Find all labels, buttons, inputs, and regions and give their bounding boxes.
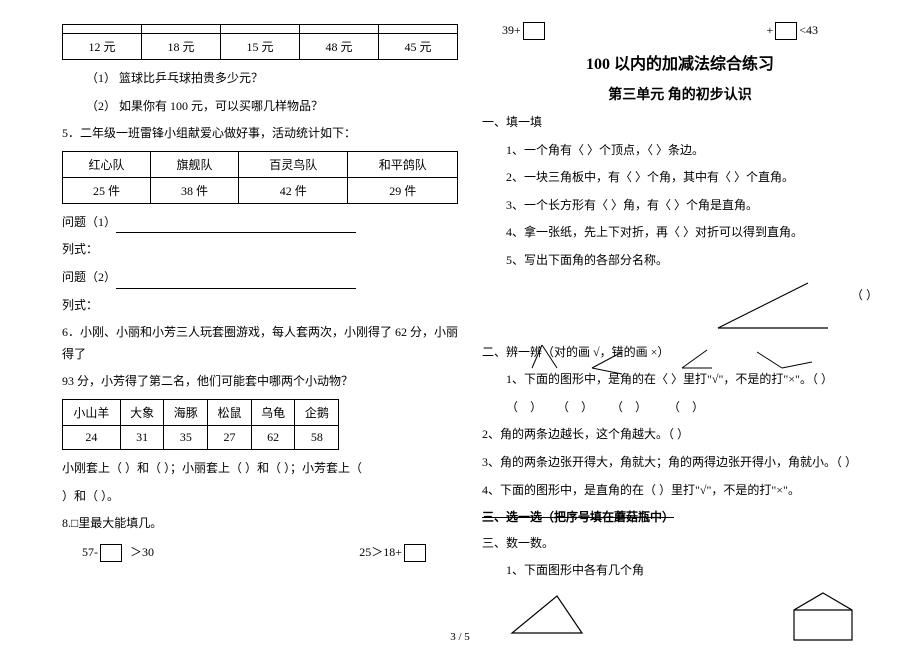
team-table: 红心队 旗舰队 百灵鸟队 和平鸽队 25 件 38 件 42 件 29 件	[62, 151, 458, 204]
s1-5: 5、写出下面角的各部分名称。	[482, 250, 878, 272]
wenti-2: 问题（2）	[62, 267, 458, 289]
s1-1: 1、一个角有〈 〉个顶点，〈 〉条边。	[482, 140, 878, 162]
animal-table: 小山羊 大象 海豚 松鼠 乌龟 企鹅 24 31 35 27 62 58	[62, 399, 339, 450]
s2-1: 1、下面的图形中，是角的在〈 〉里打"√"，不是的打"×"。（ ）	[482, 369, 878, 391]
animal-header: 松鼠	[208, 399, 252, 425]
s2-2: 2、角的两条边越长，这个角越大。（ ）	[482, 424, 878, 446]
paren-label: （ ）	[851, 286, 878, 303]
animal-value: 27	[208, 425, 252, 449]
s1-3: 3、一个长方形有〈 〉角，有〈 〉个角是直角。	[482, 195, 878, 217]
team-header: 和平鸽队	[348, 151, 458, 177]
equation-row: 57- ＞30 25＞18+	[82, 543, 458, 562]
price-cell: 45 元	[379, 34, 458, 60]
s2-4: 4、下面的图形中，是直角的在（ ）里打"√"，不是的打"×"。	[482, 480, 878, 502]
team-header: 百灵鸟队	[238, 151, 348, 177]
team-value: 29 件	[348, 177, 458, 203]
animal-value: 35	[164, 425, 208, 449]
animal-value: 24	[63, 425, 121, 449]
section-2: 二、辨一辨（对的画 √，错的画 ×）	[482, 342, 878, 364]
question-4-2: （2） 如果你有 100 元，可以买哪几样物品？	[62, 96, 458, 118]
section-3b: 三、数一数。	[482, 533, 878, 555]
animal-header: 小山羊	[63, 399, 121, 425]
team-value: 42 件	[238, 177, 348, 203]
team-value: 38 件	[150, 177, 238, 203]
price-cell: 18 元	[142, 34, 221, 60]
lieshi-2: 列式：	[62, 295, 458, 317]
question-6b: 93 分，小芳得了第二名，他们可能套中哪两个小动物？	[62, 371, 458, 393]
team-header: 红心队	[63, 151, 151, 177]
question-5-intro: 5．二年级一班雷锋小组献爱心做好事，活动统计如下：	[62, 123, 458, 145]
animal-header: 大象	[120, 399, 164, 425]
angle-figure: （ ）	[482, 278, 878, 338]
s1-2: 2、一块三角板中，有〈 〉个角，其中有〈 〉个直角。	[482, 167, 878, 189]
fill-line-1: 小刚套上（ ）和（ ）；小丽套上（ ）和（ ）；小芳套上（	[62, 458, 458, 480]
price-cell: 15 元	[221, 34, 300, 60]
animal-value: 62	[251, 425, 295, 449]
price-table: 12 元 18 元 15 元 48 元 45 元	[62, 24, 458, 60]
s2-3: 3、角的两条边张开得大，角就大；角的两得边张开得小，角就小。（ ）	[482, 452, 878, 474]
animal-header: 海豚	[164, 399, 208, 425]
question-4-1: （1） 篮球比乒乓球拍贵多少元？	[62, 68, 458, 90]
equation-row-top: 39+ +<43	[502, 22, 878, 40]
team-header: 旗舰队	[150, 151, 238, 177]
s3-1: 1、下面图形中各有几个角	[482, 560, 878, 582]
s2-1-parens: （ ） （ ） （ ） （ ）	[482, 397, 878, 419]
team-value: 25 件	[63, 177, 151, 203]
title-mid: 第三单元 角的初步认识	[482, 84, 878, 104]
animal-header: 企鹅	[295, 399, 339, 425]
price-cell: 12 元	[63, 34, 142, 60]
page-footer: 3 / 5	[0, 631, 920, 643]
section-3a: 三、选一选（把序号填在蘑菇瓶中）	[482, 507, 878, 529]
question-8: 8.□里最大能填几。	[62, 513, 458, 535]
section-1: 一、填一填	[482, 112, 878, 134]
wenti-1: 问题（1）	[62, 212, 458, 234]
price-cell: 48 元	[300, 34, 379, 60]
fill-line-2: ）和（ ）。	[62, 486, 458, 508]
animal-value: 31	[120, 425, 164, 449]
lieshi-1: 列式：	[62, 239, 458, 261]
title-big: 100 以内的加减法综合练习	[482, 50, 878, 74]
animal-header: 乌龟	[251, 399, 295, 425]
animal-value: 58	[295, 425, 339, 449]
s1-4: 4、拿一张纸，先上下对折，再〈 〉对折可以得到直角。	[482, 222, 878, 244]
question-6a: 6．小刚、小丽和小芳三人玩套圈游戏，每人套两次，小刚得了 62 分，小丽得了	[62, 322, 458, 365]
